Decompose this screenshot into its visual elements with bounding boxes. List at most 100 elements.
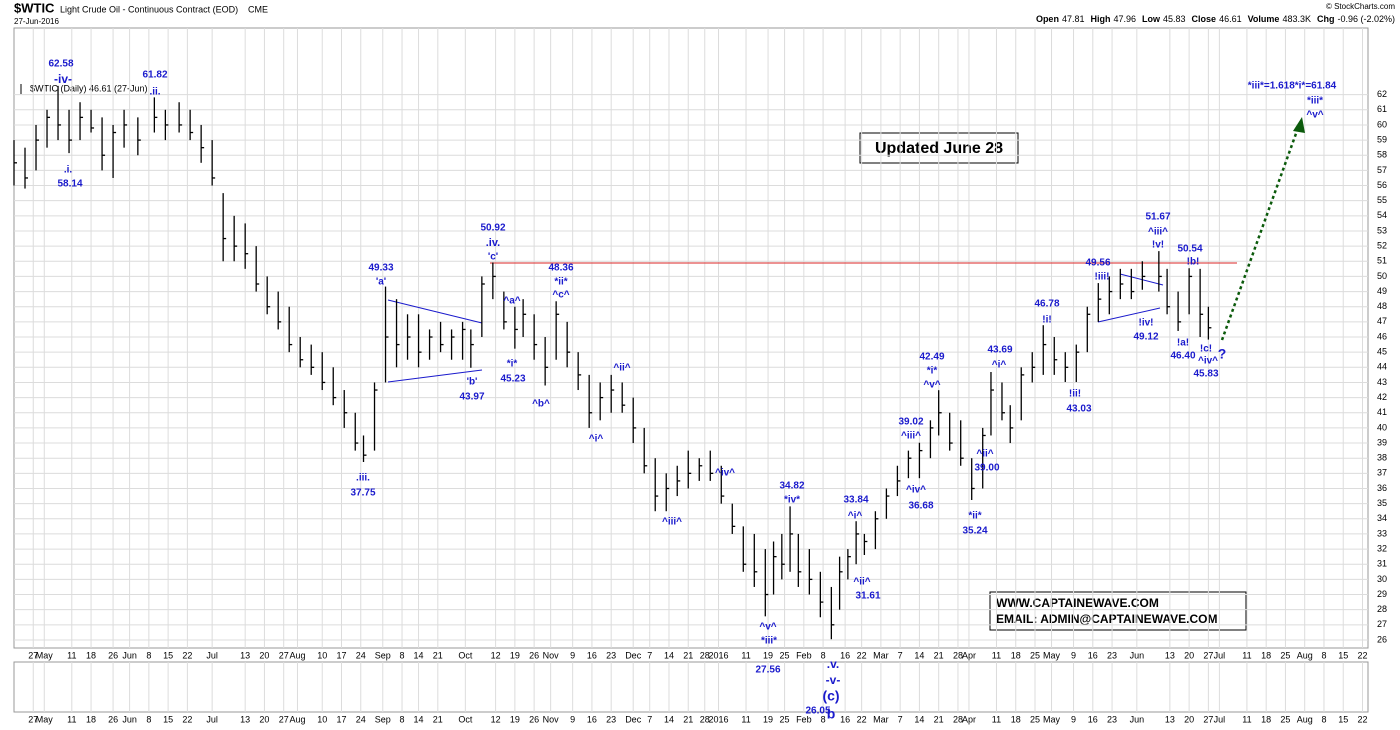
x-tick-label: Jul xyxy=(206,650,218,660)
triangle-line xyxy=(387,369,483,383)
y-tick-label: 26 xyxy=(1377,634,1387,644)
x-tick-label: 27 xyxy=(1203,714,1213,724)
wave-label: ^iii^ xyxy=(1148,227,1168,238)
email: EMAIL: ADMIN@CAPTAINEWAVE.COM xyxy=(996,612,1217,626)
x-tick-label: 26 xyxy=(108,650,118,660)
y-tick-label: 28 xyxy=(1377,604,1387,614)
x-tick-label: 25 xyxy=(1280,650,1290,660)
x-tick-label: Jul xyxy=(1214,650,1226,660)
x-tick-label: 22 xyxy=(857,650,867,660)
y-tick-label: 54 xyxy=(1377,210,1387,220)
x-tick-label: 18 xyxy=(1011,714,1021,724)
wave-label: -v- xyxy=(826,673,841,687)
x-tick-label: Aug xyxy=(1297,714,1313,724)
x-tick-label: Dec xyxy=(625,650,642,660)
y-tick-label: 51 xyxy=(1377,256,1387,266)
wave-label: 26.05 xyxy=(805,706,830,717)
y-tick-label: 62 xyxy=(1377,89,1387,99)
x-tick-label: 23 xyxy=(606,714,616,724)
x-tick-label: 22 xyxy=(182,714,192,724)
wave-label: 45.23 xyxy=(500,374,525,385)
wave-label: *ii* xyxy=(968,511,981,522)
wave-label: 58.14 xyxy=(57,179,82,190)
chart-title: $WTIC xyxy=(14,0,55,15)
x-tick-label: 18 xyxy=(86,714,96,724)
x-tick-label: 28 xyxy=(953,714,963,724)
x-tick-label: 11 xyxy=(1242,650,1251,660)
x-tick-label: 24 xyxy=(356,650,366,660)
wave-label: .iii. xyxy=(356,473,370,484)
wave-label: *iii* xyxy=(761,636,777,647)
x-tick-label: 8 xyxy=(821,650,826,660)
x-tick-label: 7 xyxy=(647,714,652,724)
x-tick-label: 20 xyxy=(259,714,269,724)
x-tick-label: 23 xyxy=(1107,650,1117,660)
wave-label: 46.78 xyxy=(1034,299,1059,310)
x-tick-label: Apr xyxy=(962,714,976,724)
wave-label: ^ii^ xyxy=(976,449,993,460)
quote-value: 46.61 xyxy=(1219,14,1242,24)
x-tick-label: 7 xyxy=(898,650,903,660)
x-tick-label: 23 xyxy=(1107,714,1117,724)
wave-label: !i! xyxy=(1042,315,1051,326)
quote-label: Close xyxy=(1192,14,1217,24)
wave-label: 39.02 xyxy=(898,417,923,428)
x-tick-label: May xyxy=(36,714,54,724)
x-tick-label: 21 xyxy=(433,650,443,660)
quote-label: Volume xyxy=(1248,14,1280,24)
wave-label: 'b' xyxy=(467,377,478,388)
wave-label: !b! xyxy=(1187,257,1200,268)
x-tick-label: 17 xyxy=(336,714,346,724)
x-tick-label: 21 xyxy=(433,714,443,724)
x-tick-label: Jun xyxy=(122,714,137,724)
y-tick-label: 45 xyxy=(1377,347,1387,357)
quote-label: Open xyxy=(1036,14,1059,24)
wave-label: 'a' xyxy=(376,277,386,288)
x-tick-label: 12 xyxy=(491,650,501,660)
x-tick-label: 16 xyxy=(587,650,597,660)
x-tick-label: Mar xyxy=(873,650,889,660)
wave-label: 43.97 xyxy=(459,392,484,403)
x-tick-label: 21 xyxy=(934,714,944,724)
x-tick-label: 16 xyxy=(587,714,597,724)
x-tick-label: 21 xyxy=(683,714,693,724)
x-tick-label: Oct xyxy=(458,714,473,724)
wave-label: *ii* xyxy=(554,277,567,288)
x-tick-label: 11 xyxy=(741,650,750,660)
wave-label: ^ii^ xyxy=(613,363,630,374)
triangle-line xyxy=(1119,273,1164,286)
wave-label: 50.54 xyxy=(1177,244,1202,255)
wave-label: .v. xyxy=(827,657,839,671)
wave-label: !v! xyxy=(1152,240,1164,251)
x-tick-label: 19 xyxy=(763,714,773,724)
y-tick-label: 43 xyxy=(1377,377,1387,387)
x-tick-label: 13 xyxy=(240,650,250,660)
wave-label: 50.92 xyxy=(480,223,505,234)
wave-label: 37.75 xyxy=(350,488,375,499)
quote: Open 47.81 High 47.96 Low 45.83 Close 46.61 Volu… xyxy=(1036,14,1395,24)
x-tick-label: Nov xyxy=(543,714,560,724)
x-tick-label: 16 xyxy=(840,714,850,724)
wave-label: 51.67 xyxy=(1145,212,1170,223)
x-tick-label: 8 xyxy=(400,714,405,724)
x-tick-label: 18 xyxy=(1011,650,1021,660)
quote-value: 47.81 xyxy=(1062,14,1085,24)
contact-box xyxy=(989,591,1247,631)
x-tick-label: 19 xyxy=(763,650,773,660)
y-tick-label: 55 xyxy=(1377,195,1387,205)
wave-label: ^a^ xyxy=(503,296,520,307)
y-tick-label: 31 xyxy=(1377,559,1387,569)
y-tick-label: 44 xyxy=(1377,362,1387,372)
x-tick-label: 21 xyxy=(934,650,944,660)
wave-label: 45.83 xyxy=(1193,369,1218,380)
y-tick-label: 59 xyxy=(1377,134,1387,144)
x-tick-label: 27 xyxy=(279,714,289,724)
y-tick-label: 32 xyxy=(1377,543,1387,553)
x-tick-label: May xyxy=(1043,650,1061,660)
wave-label: 36.68 xyxy=(908,501,933,512)
wave-label: *iii*=1.618*i*=61.84 xyxy=(1248,81,1337,92)
x-tick-label: 19 xyxy=(510,650,520,660)
x-tick-label: 15 xyxy=(163,714,173,724)
x-tick-label: Jul xyxy=(206,714,218,724)
x-tick-label: 17 xyxy=(336,650,346,660)
